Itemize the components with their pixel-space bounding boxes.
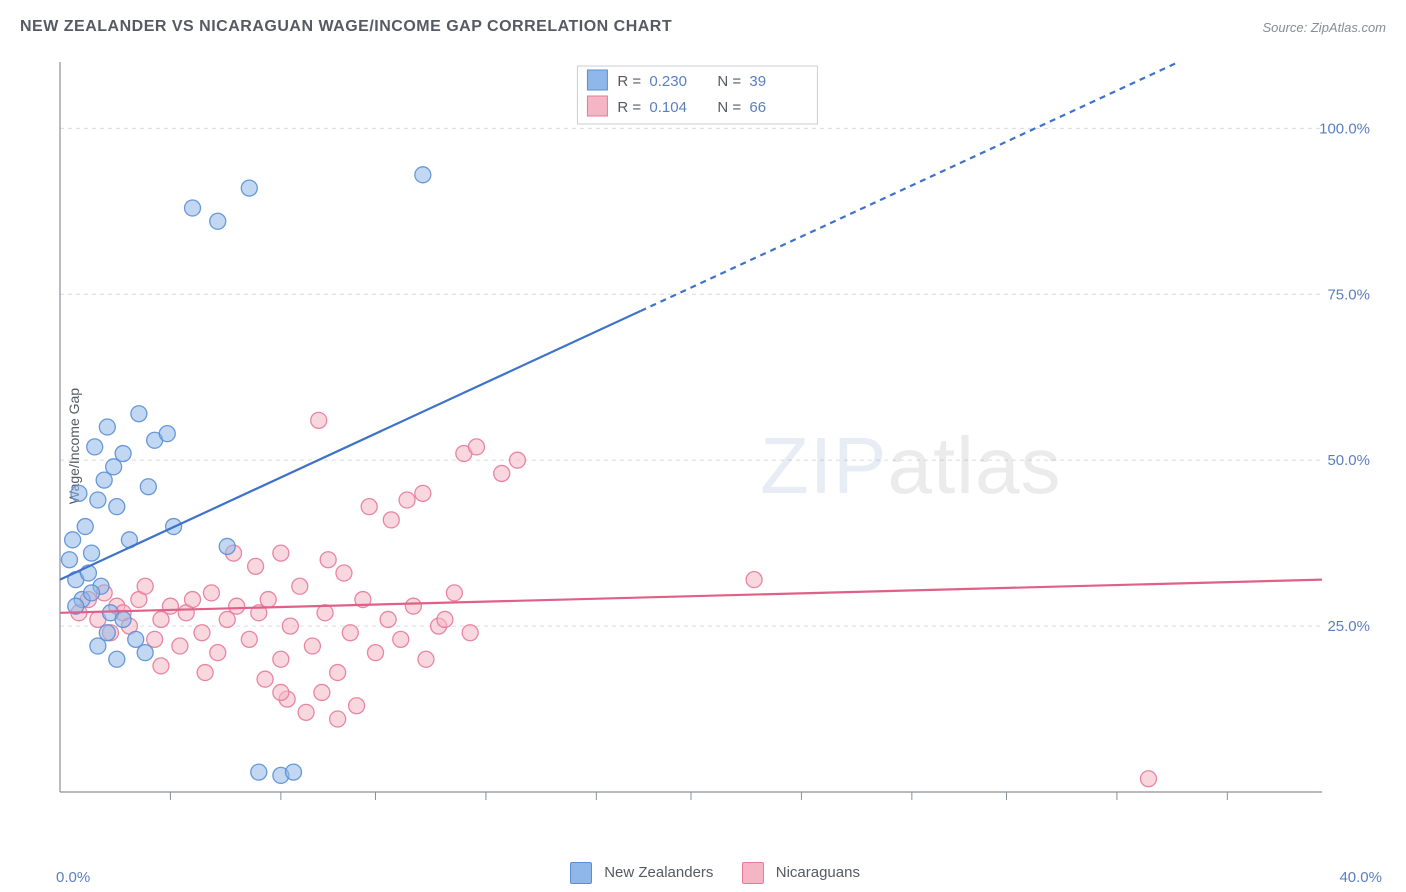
data-point (109, 499, 125, 515)
data-point (746, 572, 762, 588)
data-point (65, 532, 81, 548)
data-point (137, 578, 153, 594)
chart-title: NEW ZEALANDER VS NICARAGUAN WAGE/INCOME … (20, 18, 672, 35)
stat-r-value: 0.230 (649, 73, 687, 90)
data-point (368, 645, 384, 661)
legend-label-nz: New Zealanders (604, 864, 713, 881)
data-point (314, 684, 330, 700)
legend-swatch-nz (570, 862, 592, 884)
data-point (162, 598, 178, 614)
data-point (241, 631, 257, 647)
data-point (330, 711, 346, 727)
data-point (172, 638, 188, 654)
data-point (210, 213, 226, 229)
data-point (109, 651, 125, 667)
data-point (418, 651, 434, 667)
stat-n-label: N = (717, 99, 741, 116)
data-point (292, 578, 308, 594)
data-point (84, 585, 100, 601)
data-point (185, 200, 201, 216)
bottom-legend: New Zealanders Nicaraguans (0, 862, 1406, 884)
y-tick-label: 100.0% (1319, 120, 1370, 137)
source-label: Source: ZipAtlas.com (1262, 20, 1386, 35)
data-point (342, 625, 358, 641)
y-tick-label: 25.0% (1327, 618, 1370, 635)
data-point (248, 558, 264, 574)
stat-r-label: R = (617, 73, 641, 90)
data-point (241, 180, 257, 196)
data-point (462, 625, 478, 641)
data-point (336, 565, 352, 581)
data-point (197, 665, 213, 681)
legend-label-ni: Nicaraguans (776, 864, 860, 881)
plot-area: 25.0% 50.0% 75.0% 100.0% R = 0.230 N = 39 R = 0.1… (52, 52, 1382, 832)
data-point (159, 426, 175, 442)
data-point (349, 698, 365, 714)
data-point (137, 645, 153, 661)
data-point (494, 465, 510, 481)
data-point (273, 651, 289, 667)
data-point (399, 492, 415, 508)
stat-n-value: 66 (749, 99, 766, 116)
data-point (273, 684, 289, 700)
data-point (273, 545, 289, 561)
data-point (282, 618, 298, 634)
legend-swatch-ni (742, 862, 764, 884)
data-point (361, 499, 377, 515)
data-point (311, 412, 327, 428)
data-point (194, 625, 210, 641)
data-point (203, 585, 219, 601)
stat-n-value: 39 (749, 73, 766, 90)
data-point (320, 552, 336, 568)
data-point (115, 611, 131, 627)
y-tick-label: 75.0% (1327, 286, 1370, 303)
data-point (468, 439, 484, 455)
data-point (87, 439, 103, 455)
data-point (437, 611, 453, 627)
data-point (260, 592, 276, 608)
data-point (415, 167, 431, 183)
data-point (140, 479, 156, 495)
header: NEW ZEALANDER VS NICARAGUAN WAGE/INCOME … (20, 18, 1386, 42)
data-point (446, 585, 462, 601)
data-point (393, 631, 409, 647)
data-point (251, 764, 267, 780)
data-point (330, 665, 346, 681)
data-point (131, 406, 147, 422)
data-point (257, 671, 273, 687)
data-point (229, 598, 245, 614)
trend-line-ni (60, 580, 1322, 613)
data-point (380, 611, 396, 627)
y-tick-label: 50.0% (1327, 452, 1370, 469)
data-point (1140, 771, 1156, 787)
data-point (61, 552, 77, 568)
trend-line-nz-solid (60, 311, 641, 580)
stat-r-value: 0.104 (649, 99, 687, 116)
data-point (317, 605, 333, 621)
stat-n-label: N = (717, 73, 741, 90)
data-point (99, 625, 115, 641)
data-point (153, 658, 169, 674)
scatter-chart: 25.0% 50.0% 75.0% 100.0% R = 0.230 N = 39 R = 0.1… (52, 52, 1382, 832)
data-point (77, 519, 93, 535)
data-point (90, 492, 106, 508)
data-point (298, 704, 314, 720)
data-point (285, 764, 301, 780)
data-point (84, 545, 100, 561)
stat-swatch (587, 96, 607, 116)
data-point (405, 598, 421, 614)
stat-swatch (587, 70, 607, 90)
data-point (115, 446, 131, 462)
data-point (415, 485, 431, 501)
data-point (185, 592, 201, 608)
stat-r-label: R = (617, 99, 641, 116)
stat-box (577, 66, 817, 124)
data-point (509, 452, 525, 468)
data-point (304, 638, 320, 654)
data-point (99, 419, 115, 435)
data-point (210, 645, 226, 661)
data-point (71, 485, 87, 501)
data-point (219, 538, 235, 554)
data-point (383, 512, 399, 528)
